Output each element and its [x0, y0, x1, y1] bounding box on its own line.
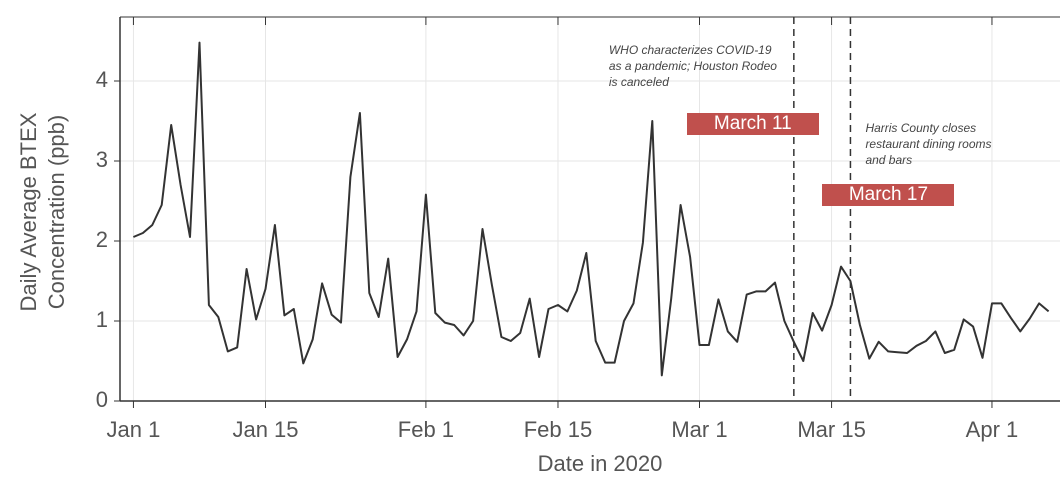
data-line: [133, 41, 1050, 377]
event-note: WHO characterizes COVID-19 as a pandemic…: [608, 43, 777, 89]
event-note: Harris County closes restaurant dining r…: [865, 121, 992, 167]
y-axis-label: Concentration (ppb): [44, 115, 69, 309]
x-tick-label: Jan 15: [232, 417, 298, 442]
event-label: March 11: [686, 113, 819, 135]
x-tick-label: Mar 1: [671, 417, 727, 442]
x-tick-label: Jan 1: [107, 417, 161, 442]
y-axis-label: Daily Average BTEX: [16, 112, 41, 311]
x-tick-label: Mar 15: [797, 417, 865, 442]
x-tick-label: Feb 15: [524, 417, 593, 442]
y-tick-label: 1: [96, 307, 108, 332]
x-tick-label: Feb 1: [398, 417, 454, 442]
y-tick-label: 3: [96, 147, 108, 172]
y-tick-label: 0: [96, 387, 108, 412]
event-label: March 17: [822, 184, 955, 206]
y-tick-label: 4: [96, 67, 108, 92]
y-tick-label: 2: [96, 227, 108, 252]
x-tick-label: Apr 1: [966, 417, 1019, 442]
x-axis-label: Date in 2020: [538, 451, 663, 476]
